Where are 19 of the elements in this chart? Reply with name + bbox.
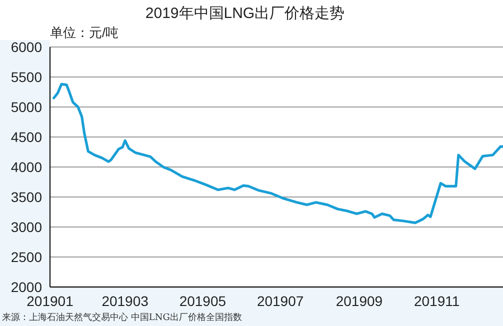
source-note: 来源：上海石油天然气交易中心 中国LNG出厂价格全国指数 (2, 312, 242, 323)
x-tick-label: 201907 (256, 293, 304, 309)
line-series (52, 82, 503, 224)
y-axis-title: 单位：元/吨 (50, 25, 119, 40)
chart-title: 2019年中国LNG出厂价格走势 (145, 5, 345, 22)
y-tick-label: 6000 (10, 39, 42, 55)
x-tick-label: 201901 (26, 293, 74, 309)
y-tick-label: 5500 (10, 69, 42, 85)
y-tick-label: 2000 (10, 279, 42, 295)
x-tick-label: 201903 (102, 293, 149, 309)
x-tick-label: 201909 (336, 293, 383, 309)
y-tick-label: 4500 (10, 129, 42, 145)
y-tick-label: 4000 (10, 159, 42, 175)
y-tick-label: 5000 (10, 99, 42, 115)
y-tick-label: 2500 (10, 249, 42, 265)
y-tick-label: 3500 (10, 189, 42, 205)
y-tick-label: 3000 (10, 219, 42, 235)
x-tick-label: 201905 (179, 293, 226, 309)
x-tick-label: 201911 (414, 293, 460, 309)
